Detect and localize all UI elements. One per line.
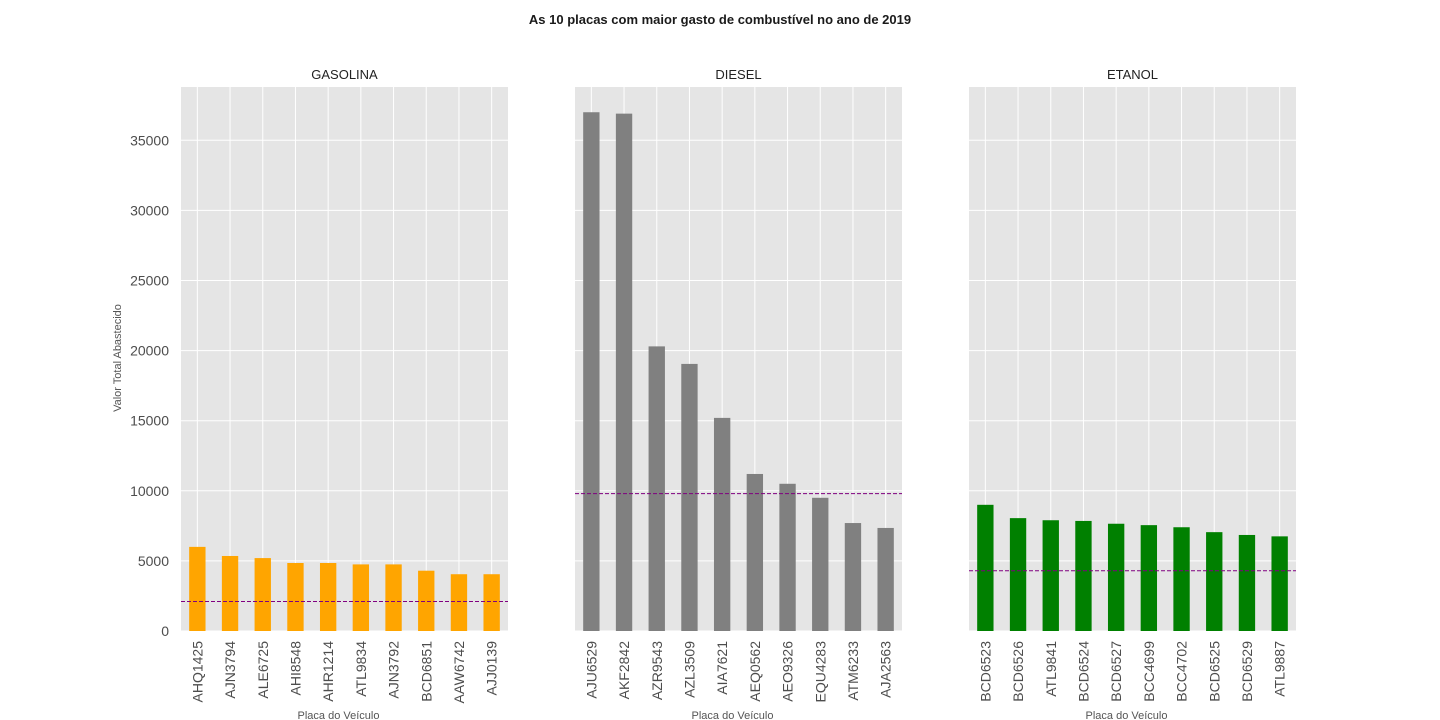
x-tick-label: BCD6851 (418, 641, 434, 702)
panels: GASOLINA AHQ1425 AJN3794 ALE6725 AHI8548 AHR1… (130, 67, 1296, 720)
x-axis-label: Placa do Veículo (1086, 710, 1168, 720)
bar-aeq0562 (746, 473, 764, 631)
x-tick-label: BCD6525 (1206, 641, 1222, 702)
y-tick-label: 35000 (130, 132, 169, 148)
x-tick-label: ALE6725 (255, 641, 271, 699)
x-tick-label: AHQ1425 (189, 641, 205, 703)
bar-aju6529 (583, 112, 600, 631)
bar-ahr1214 (319, 563, 337, 631)
bar-bcd6524 (1075, 520, 1092, 631)
bar-ajj0139 (483, 574, 500, 631)
x-tick-label: BCC4699 (1141, 641, 1157, 702)
panel-title: ETANOL (1107, 67, 1158, 82)
x-tick-label: ATL9841 (1043, 641, 1059, 697)
x-tick-label: AEO9326 (780, 641, 796, 702)
bar-atl9834 (352, 564, 370, 631)
bar-atm6233 (844, 523, 862, 631)
bar-ahq1425 (189, 546, 206, 631)
bar-azr9543 (648, 346, 665, 631)
x-tick-label: AIA7621 (714, 641, 730, 695)
bar-ajn3792 (385, 564, 402, 631)
panel-background (181, 87, 508, 631)
chart-suptitle: As 10 placas com maior gasto de combustí… (529, 12, 911, 27)
x-tick-label: BCC4702 (1174, 641, 1190, 702)
bar-bcd6525 (1206, 532, 1223, 631)
x-tick-label: EQU4283 (812, 641, 828, 703)
bar-ajn3794 (221, 555, 239, 631)
bar-aaw6742 (450, 574, 468, 631)
x-tick-label: AZR9543 (649, 641, 665, 700)
bar-bcc4699 (1140, 525, 1158, 631)
bar-atl9887 (1271, 536, 1288, 631)
y-tick-label: 0 (161, 623, 169, 639)
bar-atl9841 (1042, 520, 1059, 631)
bar-equ4283 (812, 497, 829, 631)
bar-bcc4702 (1173, 527, 1190, 631)
bar-ale6725 (254, 558, 271, 631)
y-tick-label: 25000 (130, 272, 169, 288)
y-tick-label: 10000 (130, 483, 169, 499)
x-tick-label: AEQ0562 (747, 641, 763, 702)
x-tick-label: AHI8548 (287, 641, 303, 696)
y-tick-label: 20000 (130, 343, 169, 359)
bar-azl3509 (681, 363, 698, 631)
y-tick-label: 5000 (138, 553, 169, 569)
bar-bcd6526 (1009, 518, 1027, 631)
panel-title: GASOLINA (311, 67, 378, 82)
bar-bcd6523 (977, 504, 994, 631)
panel-etanol: ETANOL BCD6523 BCD6526 ATL9841 BCD6524 BCD652… (969, 67, 1296, 720)
x-tick-label: ATL9834 (353, 641, 369, 697)
x-tick-label: AJN3794 (222, 641, 238, 699)
x-tick-label: AJN3792 (386, 641, 402, 699)
panel-title: DIESEL (715, 67, 761, 82)
x-tick-label: ATL9887 (1272, 641, 1288, 697)
x-tick-label: BCD6527 (1108, 641, 1124, 702)
x-axis-label: Placa do Veículo (692, 710, 774, 720)
x-axis-label: Placa do Veículo (298, 710, 380, 720)
x-tick-label: BCD6523 (977, 641, 993, 702)
x-tick-label: BCD6524 (1075, 641, 1091, 702)
y-axis-label: Valor Total Abastecido (112, 304, 124, 412)
panel-diesel: DIESEL AJU6529 AKF2842 AZR9543 AZL3509 AIA762… (575, 67, 902, 720)
bar-ahi8548 (287, 563, 304, 631)
bar-bcd6529 (1238, 534, 1256, 631)
x-tick-label: AJU6529 (583, 641, 599, 699)
x-tick-label: BCD6529 (1239, 641, 1255, 702)
x-tick-label: AJJ0139 (484, 641, 500, 696)
x-tick-label: AJA2563 (878, 641, 894, 698)
bar-bcd6851 (418, 570, 435, 631)
bar-aia7621 (713, 417, 731, 631)
x-tick-label: ATM6233 (845, 641, 861, 701)
panel-gasolina: GASOLINA AHQ1425 AJN3794 ALE6725 AHI8548 AHR1… (130, 67, 508, 720)
x-tick-label: AZL3509 (681, 641, 697, 698)
bar-bcd6527 (1107, 523, 1125, 631)
x-tick-label: BCD6526 (1010, 641, 1026, 702)
x-tick-label: AKF2842 (616, 641, 632, 700)
bar-akf2842 (615, 113, 633, 632)
y-tick-label: 15000 (130, 413, 169, 429)
x-tick-label: AHR1214 (320, 641, 336, 702)
bar-aeo9326 (779, 483, 796, 631)
bar-aja2563 (877, 527, 894, 631)
y-tick-label: 30000 (130, 202, 169, 218)
x-tick-label: AAW6742 (451, 641, 467, 704)
